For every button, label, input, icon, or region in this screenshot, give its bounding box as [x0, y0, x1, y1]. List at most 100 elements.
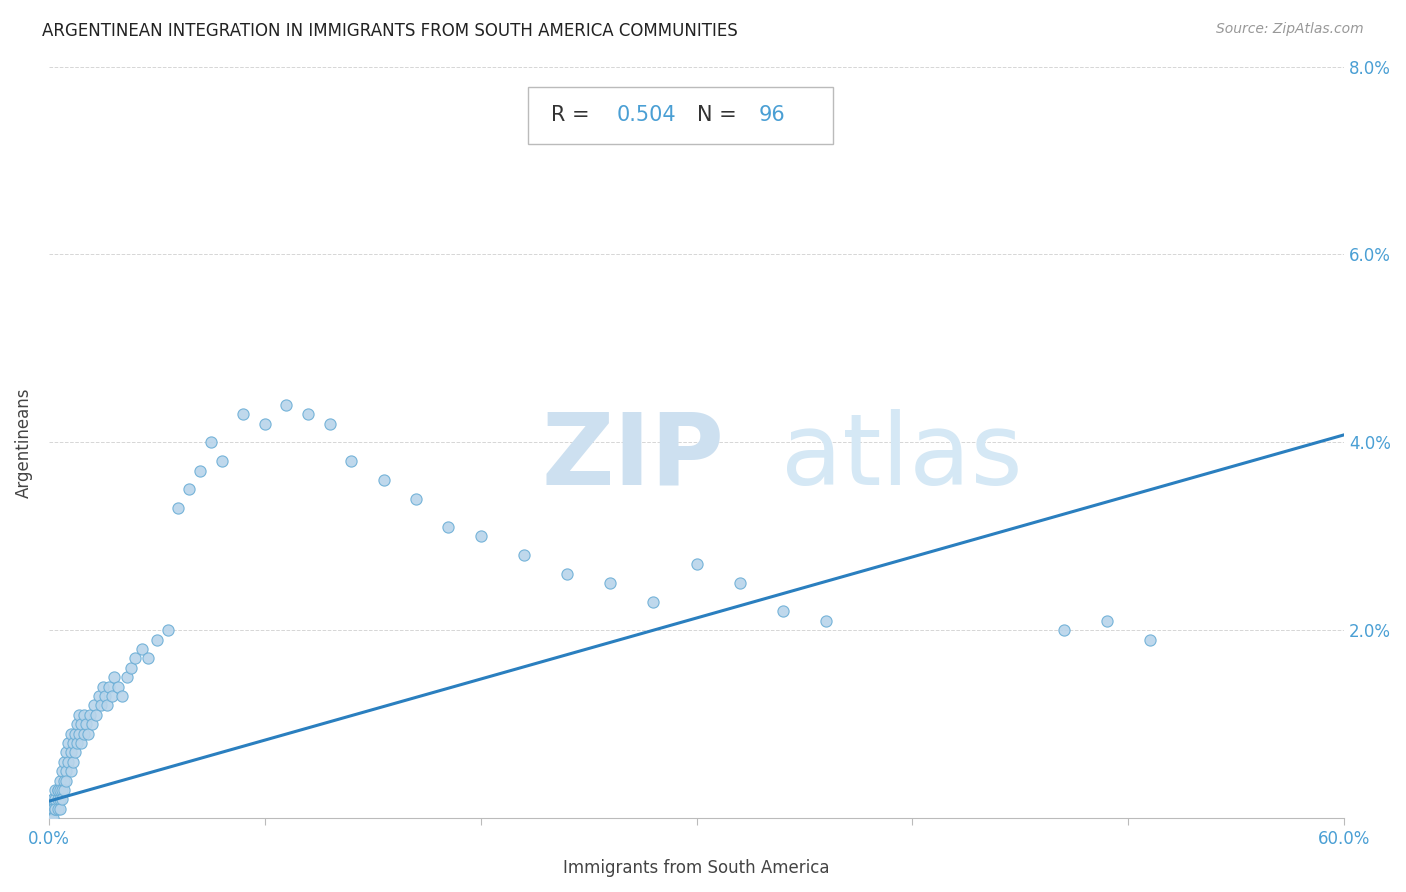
Point — [42, 792, 65, 806]
Point — [72, 726, 94, 740]
Point — [39, 802, 62, 816]
FancyBboxPatch shape — [529, 87, 832, 144]
Point — [1052, 624, 1074, 638]
Point — [39, 802, 62, 816]
Point — [72, 707, 94, 722]
Point — [62, 736, 84, 750]
Point — [53, 773, 76, 788]
Point — [103, 670, 125, 684]
Point — [59, 764, 82, 778]
Point — [513, 548, 536, 562]
Point — [373, 473, 395, 487]
Point — [340, 454, 363, 468]
Point — [39, 811, 62, 825]
Text: 0.504: 0.504 — [616, 105, 676, 126]
Text: N =: N = — [696, 105, 742, 126]
Point — [297, 407, 319, 421]
Point — [111, 689, 134, 703]
Point — [46, 783, 69, 797]
Point — [49, 783, 72, 797]
Point — [49, 802, 72, 816]
Point — [318, 417, 340, 431]
Point — [70, 717, 93, 731]
Point — [87, 689, 110, 703]
Point — [76, 726, 98, 740]
Point — [53, 783, 76, 797]
Point — [58, 736, 80, 750]
Point — [188, 463, 211, 477]
Point — [39, 811, 62, 825]
Point — [44, 802, 66, 816]
Point — [86, 707, 108, 722]
Point — [253, 417, 276, 431]
Point — [685, 558, 707, 572]
Point — [232, 407, 254, 421]
Point — [1095, 614, 1118, 628]
Point — [90, 698, 112, 713]
Point — [728, 576, 751, 591]
Point — [44, 783, 66, 797]
Point — [46, 792, 69, 806]
Point — [42, 802, 65, 816]
Point — [49, 773, 72, 788]
Point — [82, 717, 104, 731]
Point — [42, 811, 65, 825]
Point — [53, 755, 76, 769]
Text: Source: ZipAtlas.com: Source: ZipAtlas.com — [1216, 22, 1364, 37]
Point — [67, 726, 90, 740]
Text: 96: 96 — [759, 105, 786, 126]
Point — [555, 566, 578, 581]
Point — [46, 802, 69, 816]
X-axis label: Immigrants from South America: Immigrants from South America — [564, 859, 830, 877]
Text: ZIP: ZIP — [541, 409, 724, 506]
Point — [51, 764, 73, 778]
Point — [146, 632, 169, 647]
Point — [42, 792, 65, 806]
Point — [75, 717, 97, 731]
Point — [55, 773, 77, 788]
Point — [59, 745, 82, 759]
Point — [46, 783, 69, 797]
Point — [107, 680, 129, 694]
Point — [124, 651, 146, 665]
Point — [49, 792, 72, 806]
Point — [772, 604, 794, 618]
Point — [405, 491, 427, 506]
Point — [276, 398, 298, 412]
Point — [211, 454, 233, 468]
Point — [643, 595, 665, 609]
Point — [167, 501, 190, 516]
Point — [51, 783, 73, 797]
Point — [96, 698, 118, 713]
Point — [179, 483, 201, 497]
Point — [437, 520, 460, 534]
Point — [100, 689, 122, 703]
Point — [58, 755, 80, 769]
Point — [67, 707, 90, 722]
Point — [55, 745, 77, 759]
Point — [70, 736, 93, 750]
Point — [120, 661, 142, 675]
Point — [44, 802, 66, 816]
Point — [91, 680, 114, 694]
Text: ARGENTINEAN INTEGRATION IN IMMIGRANTS FROM SOUTH AMERICA COMMUNITIES: ARGENTINEAN INTEGRATION IN IMMIGRANTS FR… — [42, 22, 738, 40]
Point — [55, 764, 77, 778]
Point — [63, 745, 86, 759]
Y-axis label: Argentineans: Argentineans — [15, 387, 32, 498]
Point — [156, 624, 179, 638]
Point — [62, 755, 84, 769]
Point — [94, 689, 117, 703]
Point — [51, 792, 73, 806]
Point — [115, 670, 138, 684]
Point — [79, 707, 101, 722]
Text: R =: R = — [551, 105, 596, 126]
Point — [1139, 632, 1161, 647]
Point — [131, 642, 153, 657]
Point — [136, 651, 159, 665]
Point — [470, 529, 492, 543]
Point — [599, 576, 621, 591]
Point — [63, 726, 86, 740]
Point — [66, 736, 89, 750]
Point — [66, 717, 89, 731]
Text: atlas: atlas — [780, 409, 1022, 506]
